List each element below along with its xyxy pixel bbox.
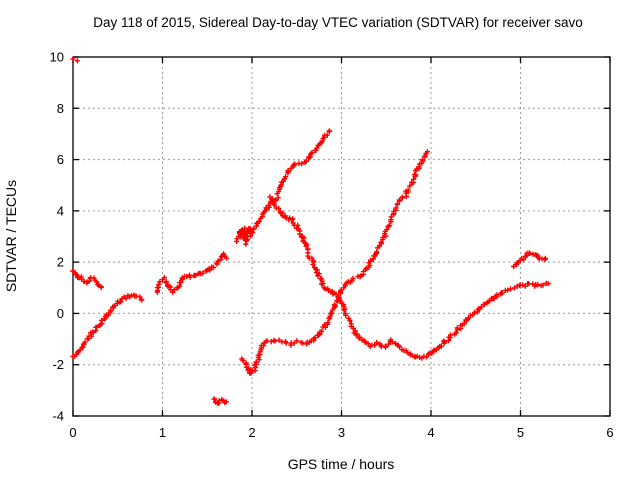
series-arc-hour1-wobble — [154, 251, 230, 295]
y-tick-label: 8 — [57, 101, 64, 116]
tick-labels: 0 1 2 3 4 5 6 -4 -2 0 2 4 6 8 10 — [50, 50, 614, 441]
data-points — [70, 56, 551, 407]
x-tick-label: 5 — [517, 425, 524, 440]
series-arc-lower-left-rise — [70, 292, 145, 359]
y-tick-label: 6 — [57, 152, 64, 167]
series-arc-descent-and-recovery — [267, 194, 551, 361]
gridlines — [73, 57, 610, 416]
y-tick-label: 2 — [57, 255, 64, 270]
x-tick-label: 3 — [338, 425, 345, 440]
series-arc-upper-left — [70, 268, 104, 290]
y-tick-label: 10 — [50, 50, 64, 65]
y-tick-label: -4 — [52, 409, 64, 424]
y-tick-label: 0 — [57, 306, 64, 321]
series-arc-right-short — [511, 250, 548, 270]
x-axis-label: GPS time / hours — [288, 456, 395, 472]
series-arc-low-cluster — [211, 396, 229, 407]
series-arc-steep-rise-to-7 — [234, 128, 333, 247]
x-tick-label: 0 — [69, 425, 76, 440]
x-tick-label: 4 — [427, 425, 434, 440]
y-axis-label: SDTVAR / TECUs — [3, 180, 19, 292]
y-tick-label: 4 — [57, 203, 64, 218]
y-tick-label: -2 — [52, 357, 64, 372]
x-tick-label: 2 — [248, 425, 255, 440]
x-tick-label: 6 — [606, 425, 613, 440]
series-stray-top — [70, 56, 80, 64]
chart-title: Day 118 of 2015, Sidereal Day-to-day VTE… — [93, 15, 582, 30]
series-arc-v-then-rise-to-6 — [239, 149, 430, 376]
x-tick-label: 1 — [159, 425, 166, 440]
plot-border — [72, 56, 611, 417]
